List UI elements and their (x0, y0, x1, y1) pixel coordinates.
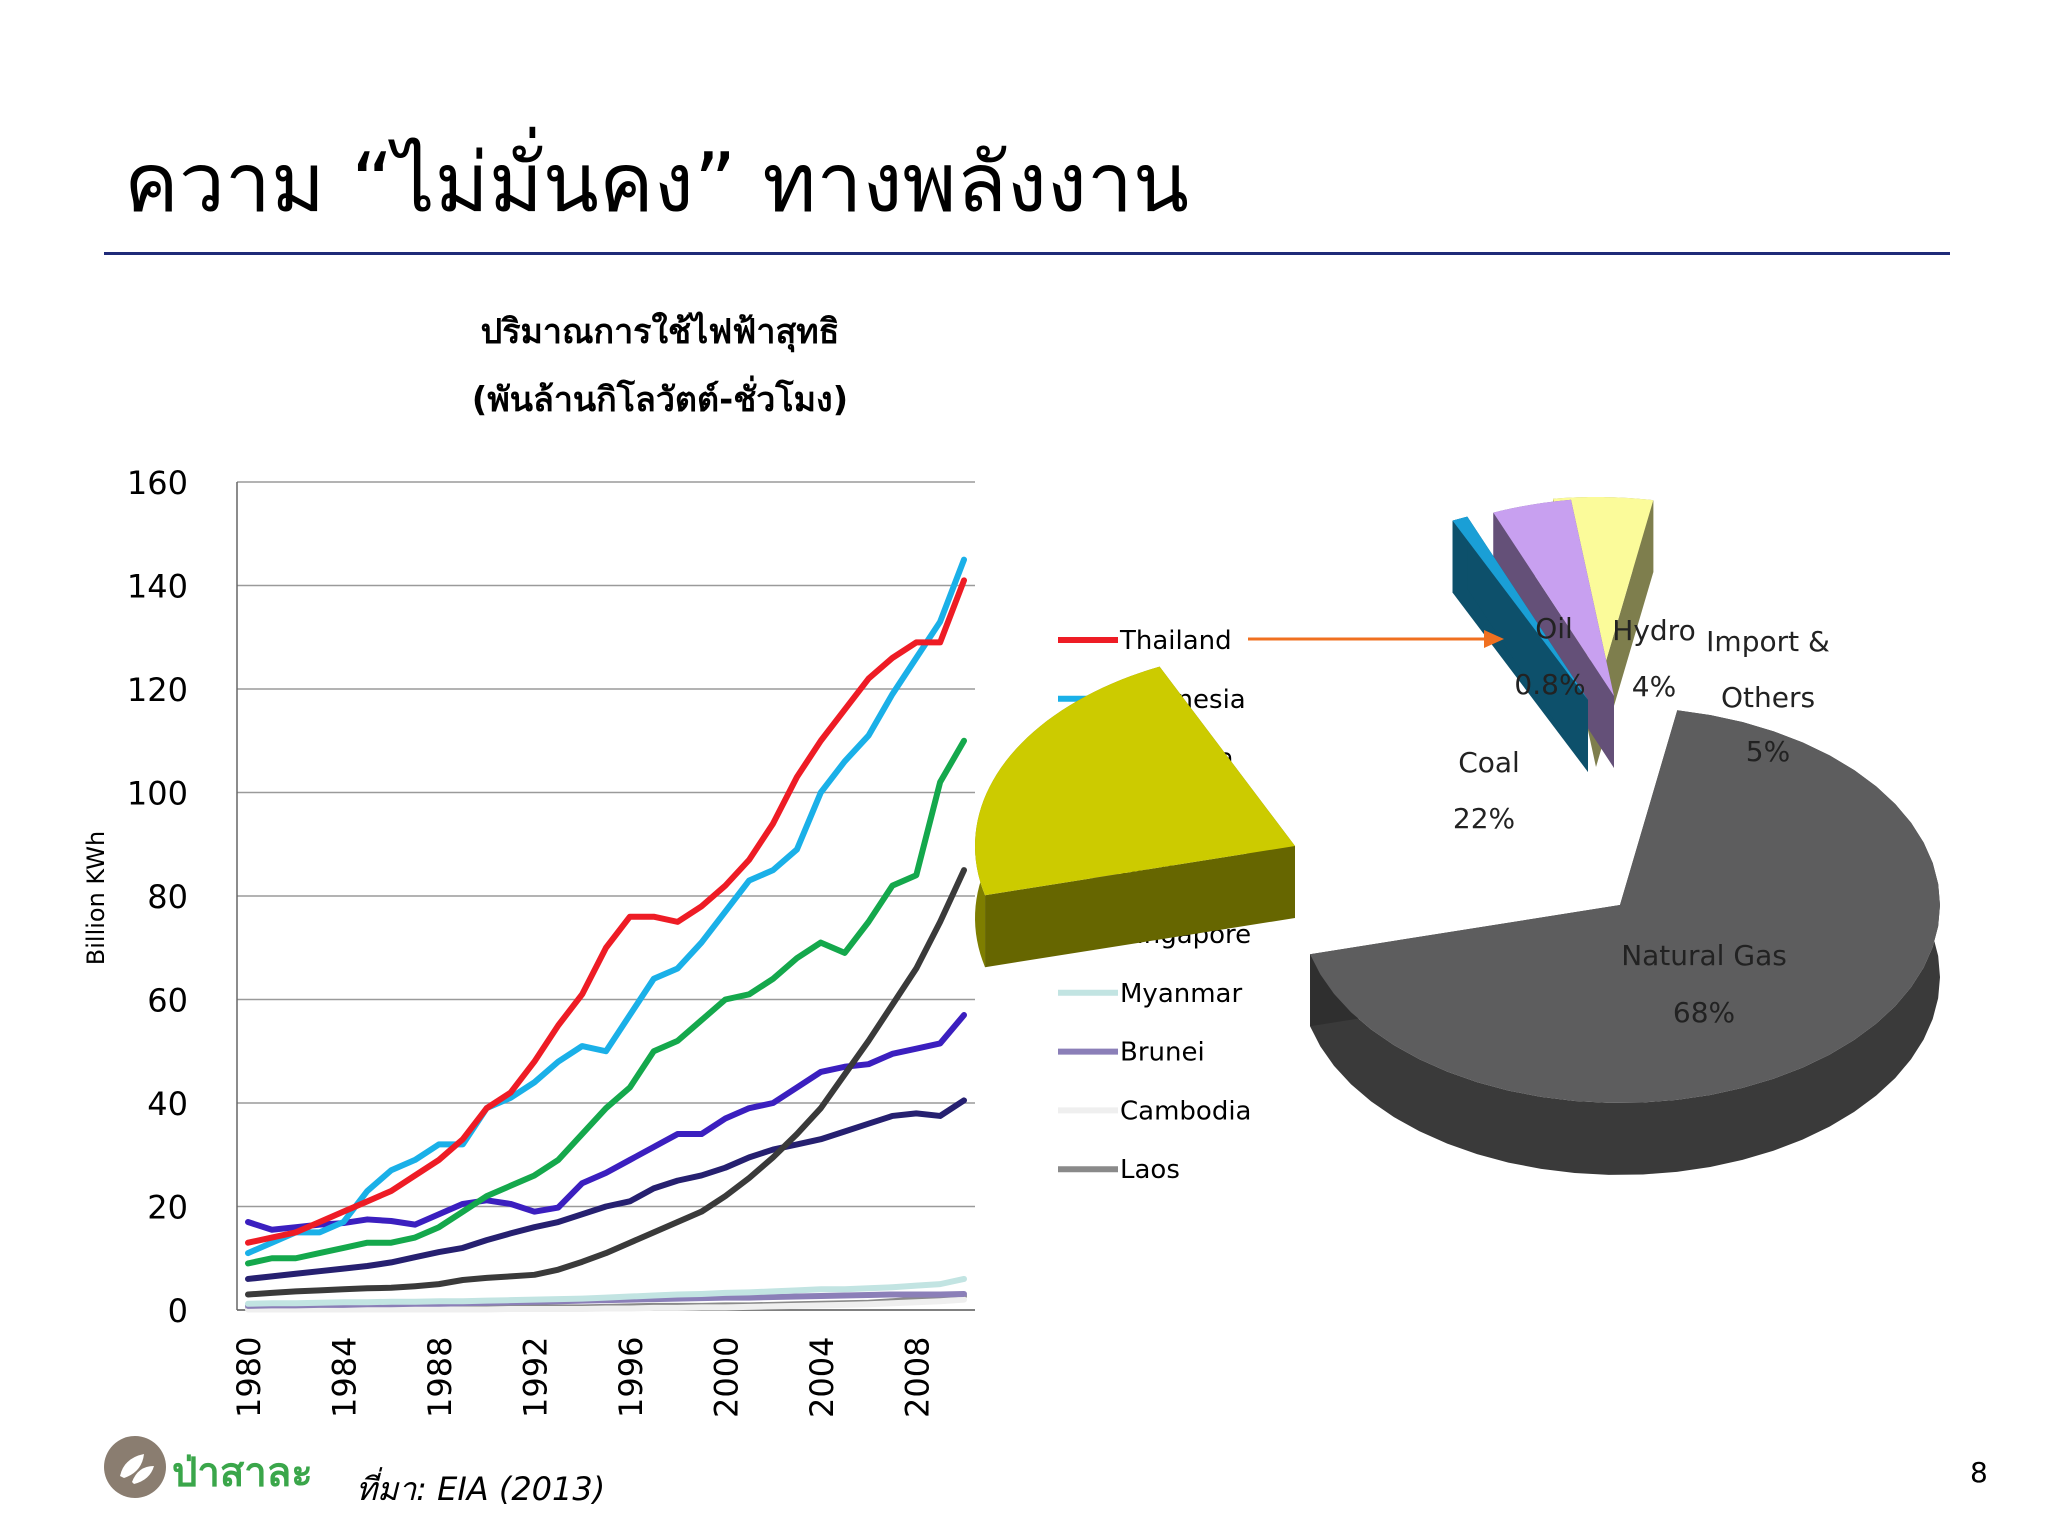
pie-label: Oil (1535, 612, 1573, 645)
x-tick-label: 2008 (898, 1337, 936, 1418)
y-tick-label: 120 (127, 671, 188, 709)
pie-slice-top (975, 666, 1295, 896)
x-tick-label: 1984 (325, 1337, 363, 1418)
legend-label: Myanmar (1120, 979, 1242, 1009)
y-tick-label: 20 (147, 1189, 188, 1227)
pie-slice-coal (975, 666, 1295, 968)
logo: ป่าสาละ (104, 1436, 313, 1500)
series-line-thailand (245, 577, 967, 1246)
pie-label: Import & (1706, 625, 1830, 658)
source-note: ที่มา: EIA (2013) (356, 1470, 606, 1508)
pie-labels: Natural Gas 68% Coal 22% Oil 0.8% Hydro 4% Impor… (1453, 612, 1830, 1029)
thailand-arrow-head (1484, 630, 1504, 648)
legend-label: Cambodia (1120, 1096, 1252, 1126)
y-tick-label: 40 (147, 1085, 188, 1123)
y-axis-label: Billion KWh (82, 831, 110, 965)
y-tick-label: 0 (168, 1292, 188, 1330)
slide-title: ความ “ไม่มั่นคง” ทางพลังงาน (124, 136, 1189, 231)
leaf-logo-icon (104, 1436, 166, 1498)
pie-slice-oil (1452, 516, 1588, 772)
pie-label: 68% (1673, 996, 1735, 1029)
x-tick-label: 1988 (421, 1337, 459, 1418)
pie-label: 5% (1746, 735, 1790, 768)
chart-title-unit: (พันล้านกิโลวัตต์-ชั่วโมง) (471, 380, 849, 420)
y-tick-label: 80 (147, 878, 188, 916)
series-line-singapore (245, 1097, 967, 1282)
pie-label: Others (1721, 681, 1815, 714)
series-line-vietnam (245, 867, 967, 1298)
logo-text: ป่าสาละ (172, 1450, 313, 1496)
x-tick-label: 1992 (516, 1337, 554, 1418)
pie-label: 4% (1632, 670, 1676, 703)
series-line-indonesia (245, 556, 967, 1257)
legend-label: Brunei (1120, 1038, 1205, 1068)
pie-slice-edge (985, 846, 1295, 968)
x-tick-label: 1980 (230, 1337, 268, 1418)
pie-label: 22% (1453, 802, 1515, 835)
pie-slice-natural-gas (1310, 710, 1940, 1175)
series-line-cambodia (245, 1296, 967, 1313)
x-tick-label: 2004 (803, 1337, 841, 1418)
pie-label: Hydro (1612, 614, 1695, 647)
chart-title: ปริมาณการใช้ไฟฟ้าสุทธิ (พันล้านกิโลวัตต์… (380, 298, 940, 434)
pie-slice-top (1493, 499, 1614, 696)
pie-slice-top (1310, 710, 1940, 1103)
y-tick-label: 140 (127, 568, 188, 606)
legend-label: Thailand (1119, 626, 1232, 656)
series-line-malaysia (245, 737, 967, 1267)
pie-slice-top (1452, 516, 1588, 700)
series-line-myanmar (245, 1275, 967, 1307)
pie-label: Coal (1458, 746, 1520, 779)
title-divider (104, 252, 1950, 255)
chart-title-main: ปริมาณการใช้ไฟฟ้าสุทธิ (480, 312, 840, 352)
pie-label: 0.8% (1514, 668, 1585, 701)
tick-labels: 0 20 40 60 80 100 120 140 160 1980 1984 1988 1992 199… (127, 464, 936, 1418)
x-tick-label: 2000 (707, 1337, 745, 1418)
pie-slice-edge (1467, 516, 1588, 772)
legend-label: Laos (1120, 1155, 1180, 1185)
series-lines (245, 556, 967, 1313)
pie-slices (975, 497, 1940, 1175)
x-tick-label: 1996 (612, 1337, 650, 1418)
page-number: 8 (1970, 1456, 1988, 1489)
series-line-philippines (245, 1012, 967, 1233)
y-tick-label: 60 (147, 982, 188, 1020)
y-tick-label: 100 (127, 775, 188, 813)
y-tick-label: 160 (127, 464, 188, 502)
pie-label: Natural Gas (1621, 939, 1787, 972)
